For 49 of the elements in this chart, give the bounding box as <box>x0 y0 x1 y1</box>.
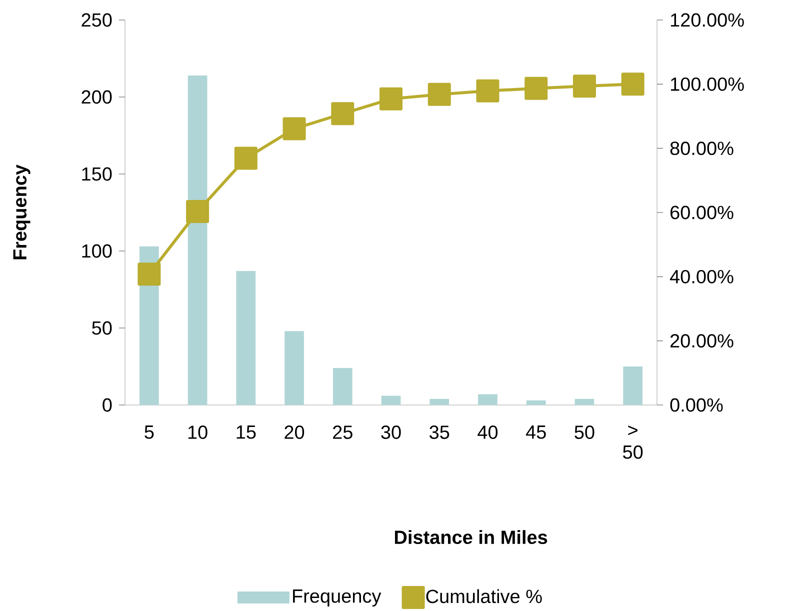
y-tick-label: 50 <box>92 321 112 335</box>
point <box>380 87 403 110</box>
bar <box>381 396 401 405</box>
x-tick-label: 35 <box>430 426 450 439</box>
y2-tick-label: 100.00% <box>670 77 744 91</box>
x-axis-title: Distance in Miles <box>394 530 548 544</box>
point <box>428 82 451 106</box>
x-tick-label: > 50 <box>623 426 643 459</box>
bar <box>478 394 498 405</box>
x-tick-label: 30 <box>381 426 401 439</box>
x-tick-label: 5 <box>144 426 154 439</box>
x-tick-label: 45 <box>526 426 546 439</box>
point <box>476 79 500 102</box>
bar <box>430 398 450 405</box>
bar <box>236 271 256 405</box>
bar <box>332 368 352 405</box>
y-tick-label: 200 <box>82 90 112 104</box>
point <box>524 76 548 100</box>
point <box>282 117 306 140</box>
bar <box>526 400 546 405</box>
x-tick-label: 40 <box>478 426 498 439</box>
x-tick-label: 25 <box>333 426 352 439</box>
bar <box>188 75 208 405</box>
point <box>234 146 258 170</box>
legend-label: Cumulative % <box>426 589 542 604</box>
x-tick-label: 10 <box>188 426 208 439</box>
x-tick-label: 50 <box>574 426 594 439</box>
y2-tick-label: 0.00% <box>670 398 723 412</box>
bar <box>284 331 304 405</box>
point <box>186 200 210 224</box>
y-tick-label: 150 <box>82 167 112 181</box>
point <box>621 72 644 96</box>
legend-label: Frequency <box>293 590 382 607</box>
bar <box>623 366 642 405</box>
x-tick-label: 20 <box>284 426 304 439</box>
y2-tick-label: 120.00% <box>670 13 744 27</box>
y2-tick-label: 20.00% <box>670 334 734 348</box>
y2-tick-label: 60.00% <box>670 206 734 220</box>
x-tick-label: 15 <box>236 426 256 439</box>
y2-tick-label: 40.00% <box>670 270 734 284</box>
point <box>138 262 161 286</box>
y2-tick-label: 80.00% <box>670 142 734 156</box>
y-tick-label: 0 <box>102 398 112 412</box>
point <box>572 74 596 98</box>
y-tick-label: 100 <box>82 244 112 258</box>
point <box>331 102 354 126</box>
y-tick-label: 250 <box>82 13 112 27</box>
bar <box>574 398 594 405</box>
y-axis-title: Frequency <box>13 164 30 260</box>
